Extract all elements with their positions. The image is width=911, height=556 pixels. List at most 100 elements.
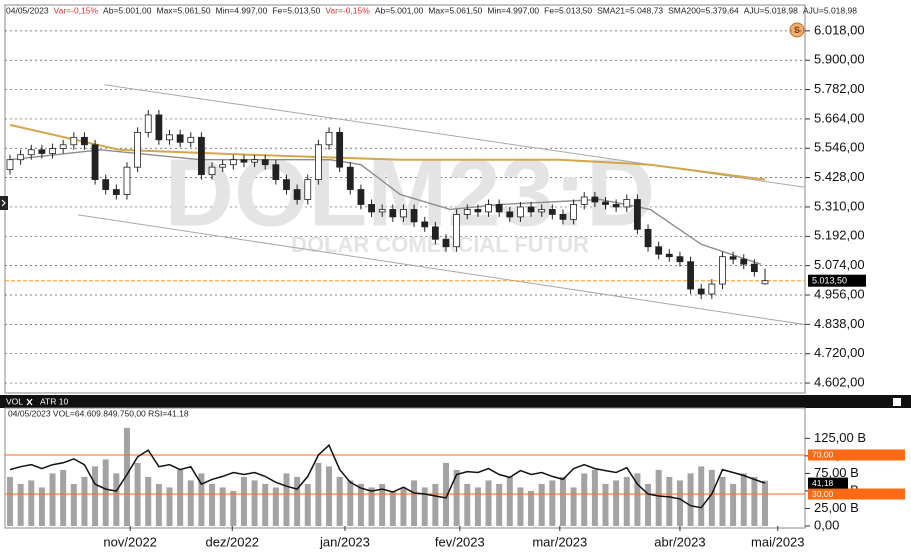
y-tick-label: 5.074,00 bbox=[814, 257, 865, 272]
volume-bar bbox=[613, 480, 620, 526]
candle-body bbox=[431, 226, 439, 240]
watermark: DOLM23:D bbox=[165, 139, 656, 246]
candle-body bbox=[70, 136, 78, 146]
candle-body bbox=[219, 164, 227, 168]
candle-body bbox=[134, 131, 142, 168]
candle-body bbox=[474, 209, 482, 213]
volume-bar bbox=[687, 473, 694, 526]
volume-bar bbox=[326, 466, 333, 526]
candle-body bbox=[357, 189, 365, 205]
rsi-level-box bbox=[808, 449, 905, 461]
volume-bar bbox=[528, 490, 535, 526]
volume-bar bbox=[655, 469, 662, 526]
volume-bar bbox=[379, 483, 386, 526]
volume-bar bbox=[60, 469, 67, 526]
volume-bar bbox=[347, 480, 354, 526]
candle-body bbox=[495, 204, 503, 213]
candle-body bbox=[112, 189, 120, 195]
volume-bar bbox=[368, 487, 375, 526]
volume-bar bbox=[294, 476, 301, 526]
rsi-level-box bbox=[808, 488, 905, 500]
candle-body bbox=[187, 136, 195, 143]
rsi-level-label: 70,00 bbox=[812, 450, 834, 460]
candle-body bbox=[208, 166, 216, 176]
x-tick-label: abr/2023 bbox=[654, 534, 705, 549]
y-tick-label: 4.838,00 bbox=[814, 316, 865, 331]
candle-body bbox=[729, 256, 737, 260]
candle-body bbox=[410, 209, 418, 223]
volume-bar bbox=[155, 483, 162, 526]
candle-body bbox=[346, 166, 354, 190]
candle-body bbox=[38, 149, 46, 154]
candle-body bbox=[49, 148, 56, 154]
candle-body bbox=[676, 256, 684, 263]
candle-body bbox=[697, 288, 705, 295]
volume-bar bbox=[411, 480, 418, 526]
y-tick-label: 75,00 B bbox=[814, 465, 859, 480]
volume-bar bbox=[92, 466, 99, 526]
main-panel bbox=[4, 4, 806, 394]
volume-bar bbox=[38, 487, 45, 526]
volume-bar bbox=[570, 487, 577, 526]
header-item: Var=-0,15% bbox=[54, 5, 99, 15]
volume-bar bbox=[485, 480, 492, 526]
y-tick-label: 5.900,00 bbox=[814, 52, 865, 67]
candle-body bbox=[538, 209, 546, 213]
candle-body bbox=[102, 179, 110, 190]
volume-bar bbox=[464, 483, 471, 526]
volume-bar bbox=[730, 483, 737, 526]
volume-bar bbox=[517, 487, 524, 526]
x-tick-label: fev/2023 bbox=[435, 534, 485, 549]
volume-bar bbox=[389, 490, 396, 526]
last-price-box bbox=[808, 274, 866, 287]
header-item: Var=-0,15% bbox=[325, 5, 370, 15]
candle-body bbox=[166, 134, 173, 141]
s-icon-letter: S bbox=[794, 25, 800, 35]
volume-bar bbox=[102, 459, 109, 526]
candle-body bbox=[261, 159, 269, 166]
arrow-glyph bbox=[1, 199, 6, 207]
collapse-arrow[interactable] bbox=[0, 196, 8, 210]
candle-body bbox=[602, 201, 609, 205]
header-item: Max=5.061,50 bbox=[428, 5, 482, 15]
indicator-tab: VOL bbox=[6, 396, 23, 406]
header-item: SMA200=5.379,64 bbox=[668, 5, 739, 15]
maximize-icon[interactable] bbox=[893, 398, 901, 406]
volume-bar bbox=[177, 469, 184, 526]
candle-body bbox=[198, 136, 205, 176]
trendline bbox=[78, 214, 805, 326]
candle-body bbox=[580, 196, 588, 205]
volume-bar bbox=[187, 480, 194, 526]
volume-bar bbox=[676, 480, 683, 526]
candle-body bbox=[750, 263, 758, 273]
candle-body bbox=[665, 253, 673, 258]
volume-bar bbox=[719, 476, 726, 526]
y-tick-label: 6.018,00 bbox=[814, 22, 865, 37]
s-icon[interactable] bbox=[789, 22, 805, 38]
candle-body bbox=[485, 204, 492, 213]
close-icon bbox=[26, 398, 33, 406]
indicator-tab: ATR 10 bbox=[40, 396, 68, 406]
candle-body bbox=[719, 256, 726, 285]
candle-body bbox=[548, 209, 556, 215]
volume-bar bbox=[230, 490, 237, 526]
candle-body bbox=[421, 221, 429, 228]
volume-bar bbox=[591, 469, 598, 526]
volume-bar bbox=[6, 476, 13, 526]
x-tick-label: jan/2023 bbox=[319, 534, 370, 549]
candle-body bbox=[229, 159, 237, 166]
candle-body bbox=[155, 114, 163, 141]
header-item: Min=4.997,00 bbox=[216, 5, 268, 15]
candle-body bbox=[240, 159, 248, 163]
x-tick-label: mar/2023 bbox=[532, 534, 587, 549]
candle-body bbox=[283, 179, 290, 190]
candle-body bbox=[506, 211, 514, 218]
volume-bar bbox=[549, 480, 556, 526]
candle-body bbox=[272, 164, 280, 181]
candle-body bbox=[527, 206, 535, 213]
candle-body bbox=[325, 131, 333, 146]
rsi-last-box bbox=[808, 477, 848, 489]
volume-bar bbox=[283, 473, 290, 526]
